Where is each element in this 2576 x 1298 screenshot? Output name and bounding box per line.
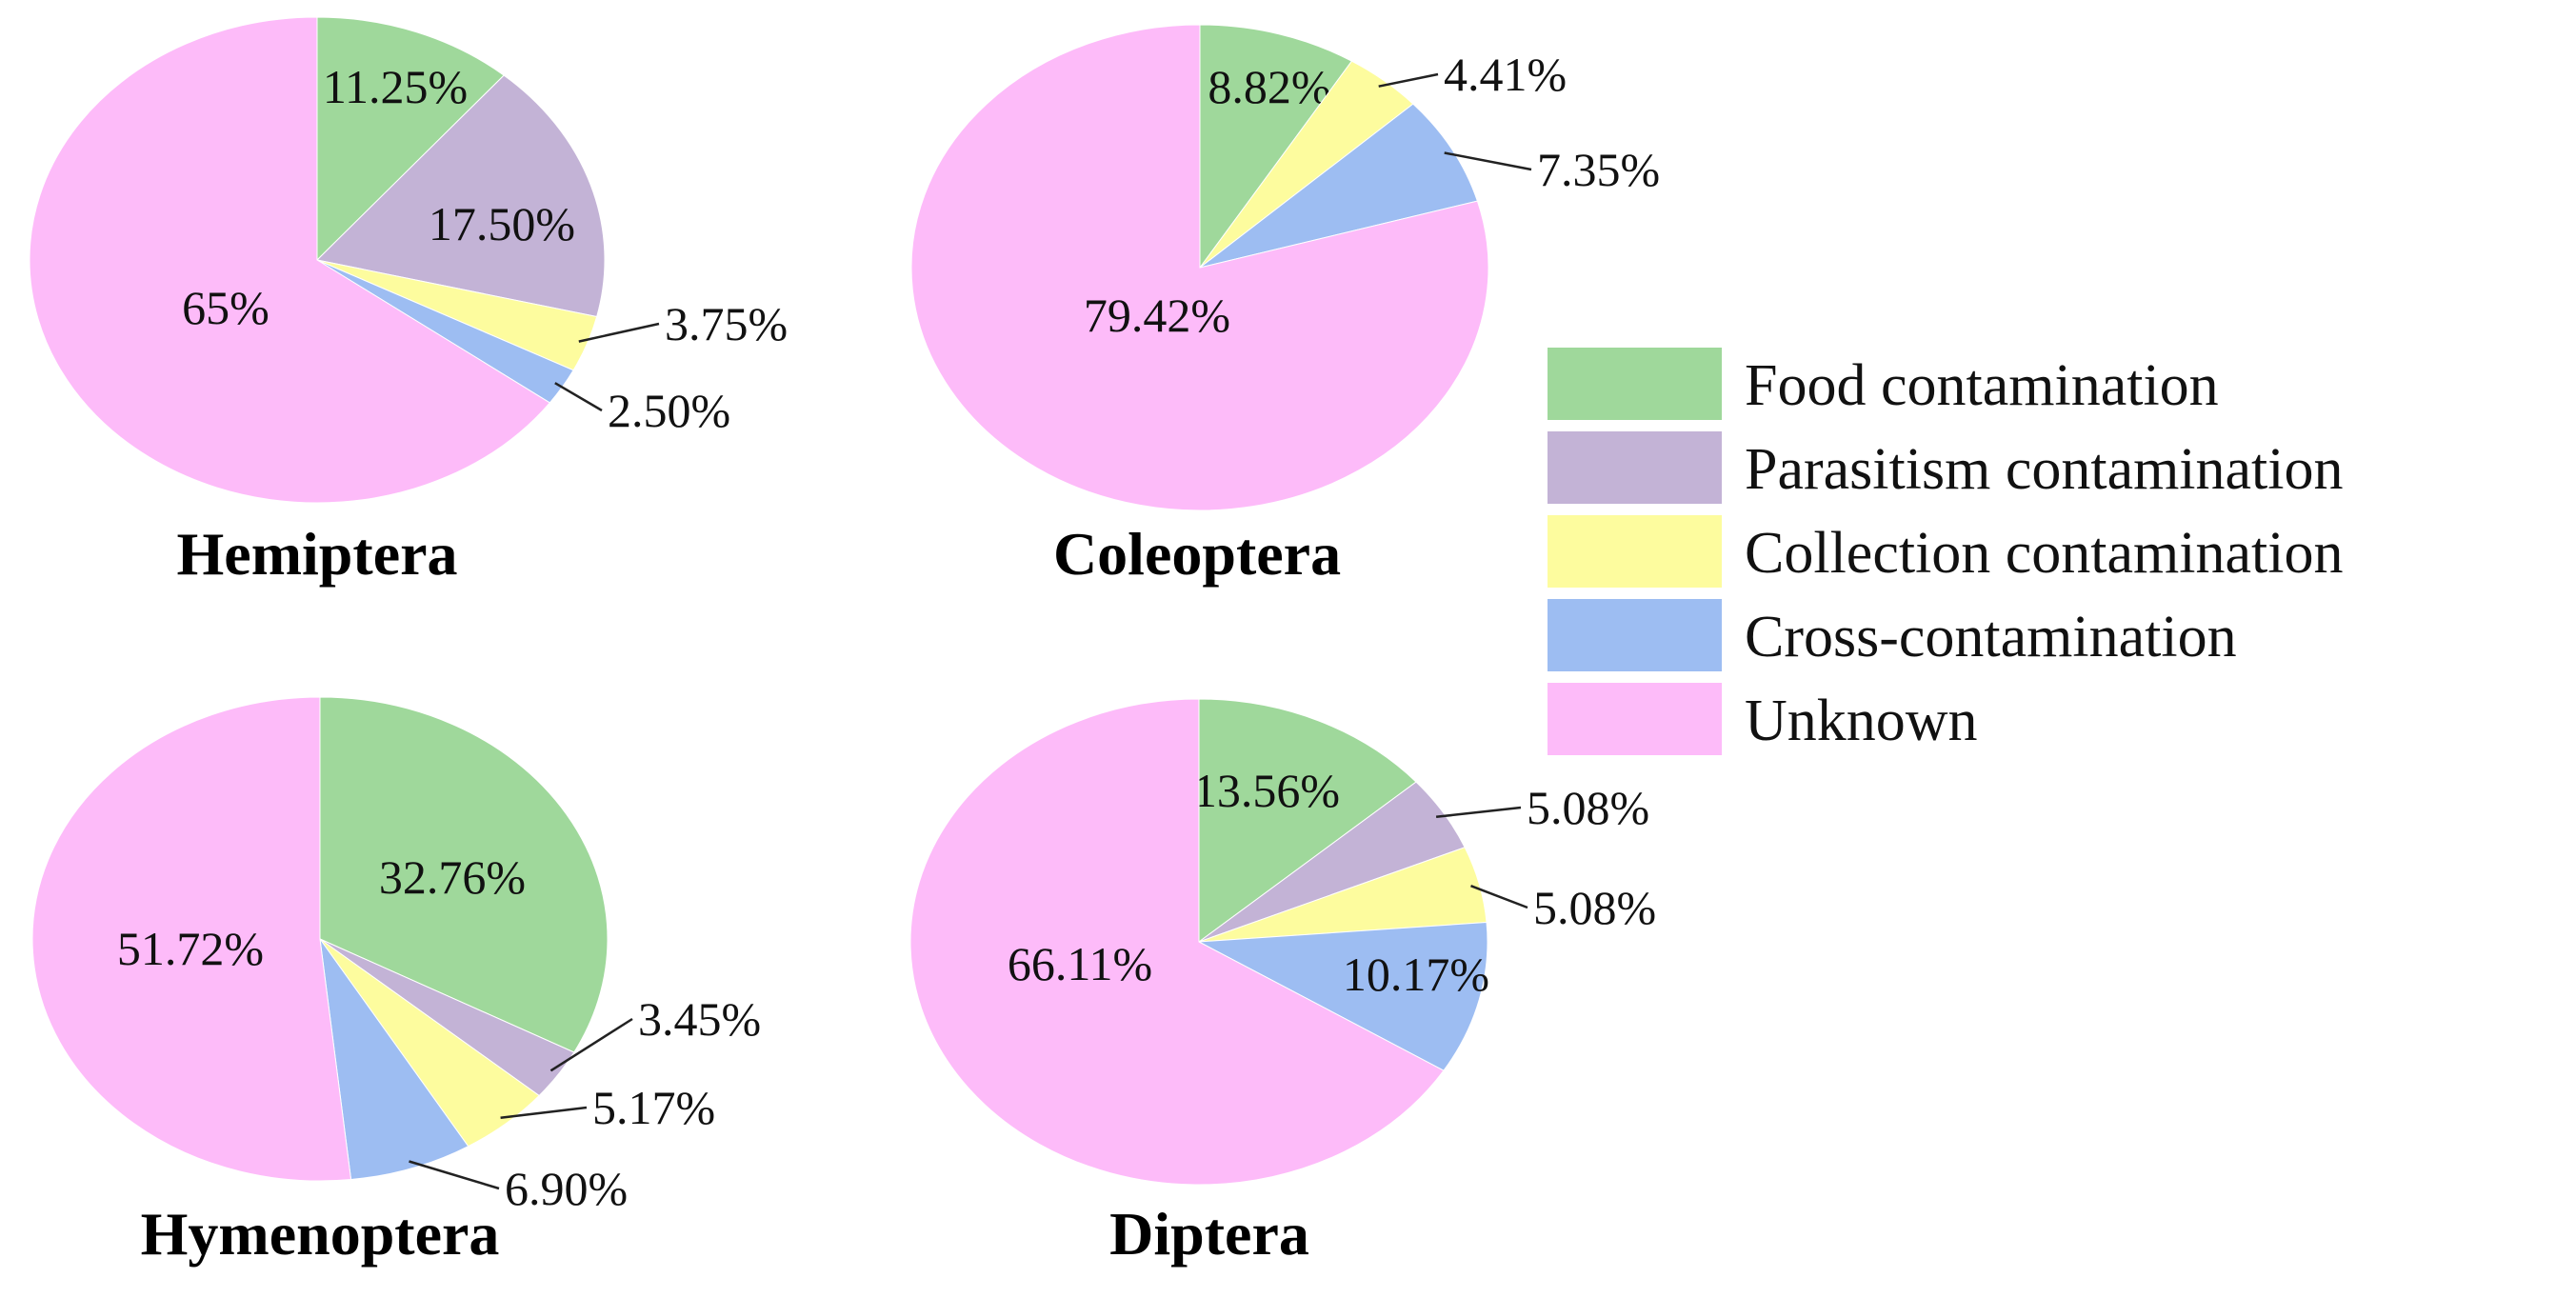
leader-line bbox=[549, 1017, 633, 1072]
pie-slice-food-contamination bbox=[1199, 24, 1353, 270]
pie-diptera: 13.56% 5.08% 5.08% 10.17% 66.11% Diptera bbox=[909, 698, 1656, 1268]
slice-value-label: 10.17% bbox=[1343, 948, 1489, 1001]
slice-value-label: 65% bbox=[182, 281, 270, 334]
pie-slice-unknown bbox=[909, 698, 1445, 1186]
slice-value-label: 7.35% bbox=[1537, 143, 1660, 196]
slice-value-label: 79.42% bbox=[1084, 289, 1230, 342]
pie-hemiptera: 11.25% 17.50% 3.75% 2.50% 65% Hemiptera bbox=[29, 16, 788, 588]
pie-slice-food-contamination bbox=[319, 696, 609, 1053]
legend-label-parasitism: Parasitism contamination bbox=[1745, 437, 2344, 502]
legend-swatch-parasitism bbox=[1548, 431, 1722, 504]
legend-label-unknown: Unknown bbox=[1745, 689, 1978, 753]
pie-slice-unknown bbox=[31, 696, 352, 1182]
leader-line bbox=[1435, 806, 1522, 819]
slice-value-label: 5.08% bbox=[1533, 881, 1656, 934]
leader-line bbox=[1470, 885, 1528, 909]
chart-title: Hymenoptera bbox=[141, 1200, 500, 1268]
legend-label-collection: Collection contamination bbox=[1745, 521, 2343, 586]
pie-coleoptera: 8.82% 4.41% 7.35% 79.42% Coleoptera bbox=[910, 24, 1660, 588]
slice-value-label: 66.11% bbox=[1008, 937, 1152, 990]
slice-value-label: 51.72% bbox=[117, 922, 264, 975]
slice-value-label: 17.50% bbox=[429, 197, 575, 250]
slice-value-label: 11.25% bbox=[323, 60, 468, 113]
legend-label-food: Food contamination bbox=[1745, 353, 2219, 418]
pie-slice-food-contamination bbox=[316, 16, 505, 262]
leader-line bbox=[1378, 72, 1439, 88]
legend-swatch-food bbox=[1548, 348, 1722, 420]
slice-value-label: 13.56% bbox=[1193, 764, 1340, 817]
slice-value-label: 5.17% bbox=[592, 1081, 715, 1134]
slice-value-label: 8.82% bbox=[1208, 60, 1330, 113]
chart-title: Diptera bbox=[1109, 1200, 1309, 1268]
legend-swatch-cross bbox=[1548, 599, 1722, 671]
chart-title: Hemiptera bbox=[177, 520, 458, 588]
pie-slice-cross-contamination bbox=[1199, 103, 1479, 269]
pie-slice-parasitism-contamination bbox=[315, 74, 606, 318]
pie-hymenoptera: 32.76% 3.45% 5.17% 6.90% 51.72% Hymenoptera bbox=[31, 696, 761, 1268]
slice-value-label: 5.08% bbox=[1527, 781, 1649, 834]
pie-slice-unknown bbox=[29, 16, 551, 504]
slice-value-label: 32.76% bbox=[379, 850, 526, 904]
leader-line bbox=[500, 1106, 588, 1120]
pie-slice-unknown bbox=[910, 24, 1489, 511]
legend-label-cross: Cross-contamination bbox=[1745, 605, 2237, 669]
leader-line bbox=[409, 1160, 500, 1190]
legend-swatch-unknown bbox=[1548, 683, 1722, 755]
leader-line bbox=[1444, 151, 1532, 171]
pie-slice-cross-contamination bbox=[1197, 921, 1488, 1071]
slice-value-label: 2.50% bbox=[608, 384, 730, 437]
leader-line bbox=[554, 382, 603, 412]
pie-slice-cross-contamination bbox=[319, 938, 469, 1181]
slice-value-label: 3.45% bbox=[638, 992, 761, 1046]
legend-swatch-collection bbox=[1548, 515, 1722, 588]
slice-value-label: 3.75% bbox=[665, 297, 788, 350]
legend: Food contamination Parasitism contaminat… bbox=[1548, 348, 2344, 755]
chart-title: Coleoptera bbox=[1053, 520, 1341, 588]
pie-slice-food-contamination bbox=[1198, 698, 1417, 943]
leader-line bbox=[578, 322, 660, 343]
slice-value-label: 4.41% bbox=[1444, 48, 1567, 101]
slice-value-label: 6.90% bbox=[505, 1162, 628, 1215]
